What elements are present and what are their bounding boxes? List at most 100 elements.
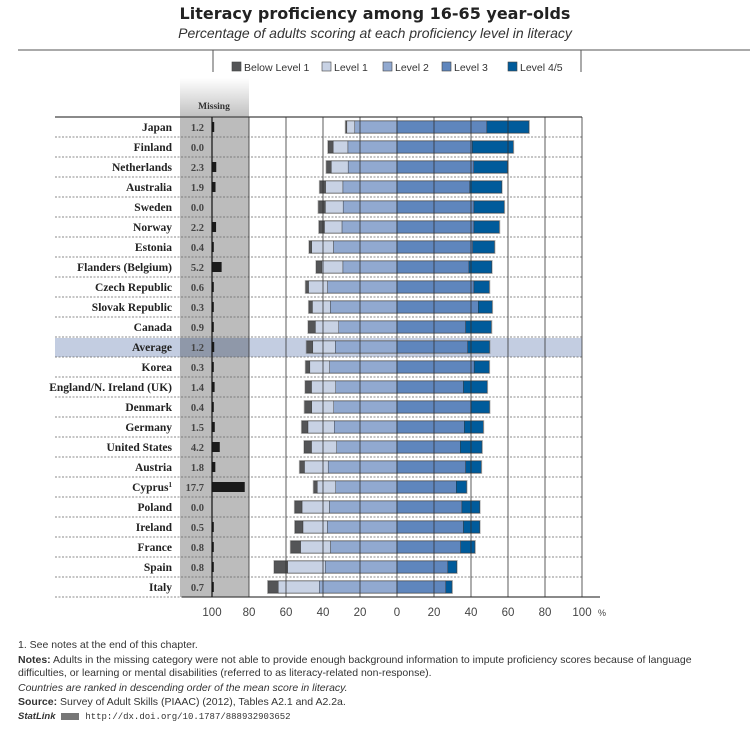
table-row: Australia 1.9 [55, 180, 582, 198]
legend-label: Level 4/5 [520, 62, 563, 74]
level-4-5-bar [478, 300, 493, 314]
level-1-bar [331, 160, 349, 174]
x-tick-label: 60 [280, 607, 293, 619]
level-2-bar [342, 180, 398, 194]
country-label: Ireland [136, 522, 173, 534]
country-label: Japan [142, 122, 173, 134]
level-2-bar [325, 560, 398, 574]
missing-value: 5.2 [191, 263, 204, 274]
level-2-bar [333, 400, 398, 414]
level-3-bar [396, 500, 463, 514]
table-row: Flanders (Belgium) 5.2 [55, 260, 582, 278]
country-label: Estonia [135, 242, 172, 254]
level-4-5-bar [473, 220, 500, 234]
level-1-bar [346, 120, 356, 134]
missing-column-bg [180, 78, 249, 597]
country-label: Germany [125, 422, 172, 434]
missing-bar [212, 582, 214, 592]
footnote-mark: 1 [169, 481, 173, 489]
level-1-bar [307, 420, 335, 434]
level-4-5-bar [460, 540, 476, 554]
level-1-bar [302, 520, 328, 534]
below-level-1-bar [305, 380, 312, 394]
missing-value: 1.5 [191, 423, 204, 434]
level-3-bar [396, 560, 449, 574]
below-level-1-bar [294, 500, 303, 514]
country-label: Austria [135, 462, 172, 474]
missing-value: 0.0 [191, 143, 204, 154]
table-row: Average 1.2 [55, 338, 582, 358]
level-2-bar [330, 300, 398, 314]
level-1-bar [300, 540, 331, 554]
legend-label: Level 2 [395, 62, 429, 74]
missing-value: 17.7 [186, 483, 204, 494]
level-4-5-bar [463, 380, 488, 394]
chart-subtitle: Percentage of adults scoring at each pro… [178, 25, 572, 41]
level-4-5-bar [472, 140, 514, 154]
below-level-1-bar [313, 480, 318, 494]
missing-value: 4.2 [191, 443, 204, 454]
level-4-5-bar [447, 560, 457, 574]
missing-value: 0.4 [191, 243, 205, 254]
country-label: France [138, 542, 172, 554]
legend-swatch [441, 61, 452, 72]
level-3-bar [396, 380, 464, 394]
level-1-bar [317, 480, 336, 494]
notes: Notes: Adults in the missing category we… [18, 654, 718, 680]
table-row: Spain 0.8 [55, 560, 582, 578]
statlink: StatLink http://dx.doi.org/10.1787/88893… [18, 710, 718, 724]
missing-bar [212, 242, 214, 252]
table-row: United States 4.2 [55, 440, 582, 458]
table-row: Austria 1.8 [55, 460, 582, 478]
level-3-bar [396, 360, 475, 374]
table-row: Japan 1.2 [55, 120, 582, 138]
table-row: Poland 0.0 [55, 500, 582, 518]
below-level-1-bar [305, 280, 309, 294]
missing-value: 0.6 [191, 283, 204, 294]
table-row: Czech Republic 0.6 [55, 280, 582, 298]
below-level-1-bar [304, 400, 312, 414]
table-row: Italy 0.7 [55, 580, 582, 598]
level-1-bar [308, 280, 328, 294]
level-3-bar [396, 460, 466, 474]
level-1-bar [304, 460, 329, 474]
legend-label: Below Level 1 [244, 62, 310, 74]
missing-value: 0.3 [191, 363, 204, 374]
level-2-bar [347, 160, 398, 174]
level-4-5-bar [470, 400, 490, 414]
missing-bar [212, 182, 216, 192]
level-4-5-bar [464, 420, 484, 434]
x-tick-label: 0 [394, 607, 400, 619]
level-3-bar [396, 240, 473, 254]
missing-bar [212, 262, 222, 272]
level-2-bar [342, 260, 398, 274]
level-3-bar [396, 120, 488, 134]
statlink-icon [61, 712, 80, 720]
x-tick-label: 80 [539, 607, 552, 619]
level-4-5-bar [473, 200, 505, 214]
level-3-bar [396, 160, 474, 174]
highlight-band-missing [180, 338, 249, 357]
below-level-1-bar [318, 200, 326, 214]
level-1-bar [311, 380, 336, 394]
x-tick-label: 100 [572, 607, 591, 619]
missing-bar [212, 362, 214, 372]
level-3-bar [396, 140, 473, 154]
missing-value: 1.4 [191, 383, 205, 394]
table-row: England/N. Ireland (UK) 1.4 [49, 380, 582, 398]
level-1-bar [287, 560, 326, 574]
level-3-bar [396, 260, 470, 274]
level-2-bar [330, 540, 398, 554]
table-row: Germany 1.5 [55, 420, 582, 438]
country-label: Poland [137, 502, 172, 514]
missing-bar [212, 422, 215, 432]
level-4-5-bar [469, 180, 502, 194]
table-row: Denmark 0.4 [55, 400, 582, 418]
level-3-bar [396, 440, 461, 454]
missing-value: 0.3 [191, 303, 204, 314]
missing-bar [212, 282, 214, 292]
missing-value: 1.2 [191, 343, 204, 354]
country-label: Italy [149, 582, 172, 594]
missing-value: 0.0 [191, 503, 204, 514]
statlink-url[interactable]: http://dx.doi.org/10.1787/888932903652 [85, 712, 291, 722]
